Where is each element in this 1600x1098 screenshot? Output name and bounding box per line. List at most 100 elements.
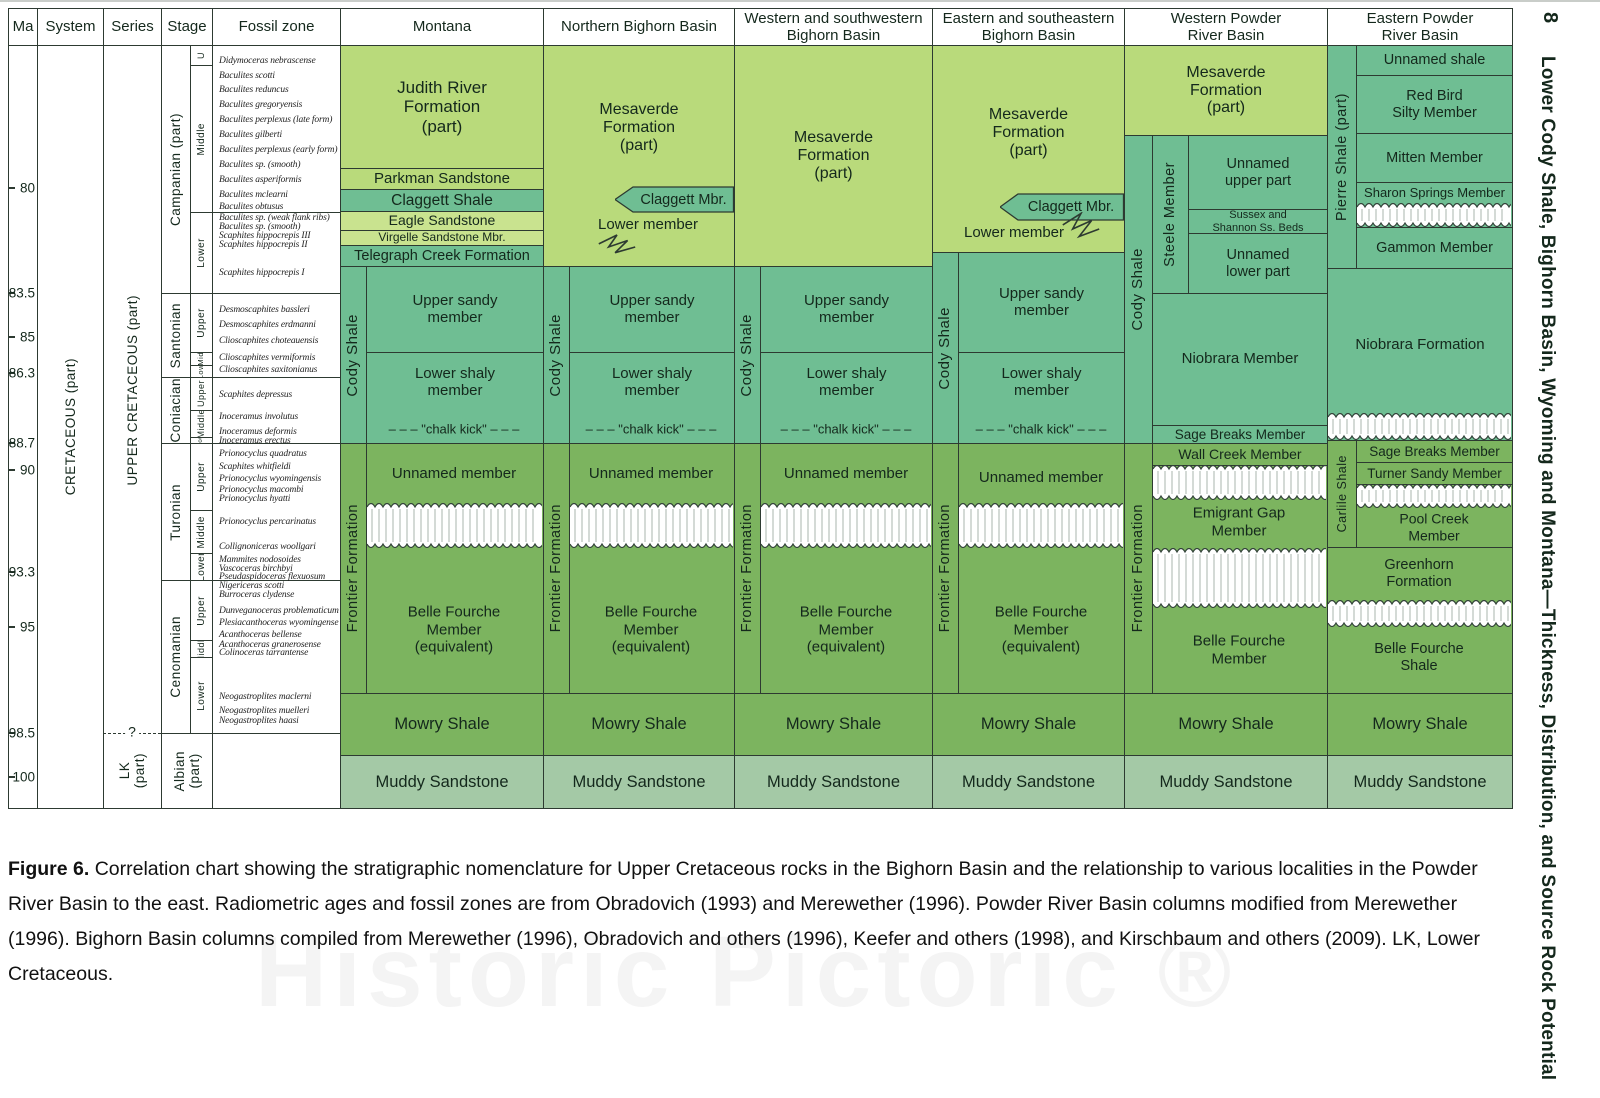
strat-cell-label: Unnamed lower part — [1226, 247, 1290, 280]
ma-column — [8, 45, 38, 809]
substage: Upper — [190, 443, 213, 511]
strat-cell-label: Unnamed shale — [1383, 52, 1486, 69]
strat-cell-label: Mowry Shale — [394, 715, 490, 734]
strat-cell — [366, 443, 544, 694]
ma-tick — [8, 469, 15, 471]
strat-cell-label: LK (part) — [117, 752, 148, 789]
strat-cell-label: Upper sandy member — [998, 284, 1085, 319]
strat-cell-label: Turonian — [168, 483, 184, 541]
strat-cell: Sussex and Shannon Ss. Beds — [1188, 209, 1328, 234]
strat-cell: Wall Creek Member — [1152, 443, 1328, 466]
substage: Middle — [190, 510, 213, 554]
strat-cell-label: Parkman Sandstone — [374, 169, 510, 187]
substage: U — [190, 45, 213, 66]
strat-cell: Steele Member — [1152, 135, 1189, 294]
system-cretaceous: CRETACEOUS (part) — [37, 45, 104, 809]
fossil-zone-name: Pseudaspidoceras flexuosum — [219, 572, 326, 582]
strat-cell-label: Santonian — [168, 302, 184, 369]
uncertain-boundary-question-mark: ? — [125, 723, 139, 740]
strat-cell-label: – – – "chalk kick" – – – — [780, 421, 912, 437]
fossil-zone-name: Baculites scotti — [219, 71, 275, 81]
strat-cell-label: Middle — [196, 410, 207, 438]
fossil-zone-column — [212, 45, 341, 809]
strat-cell-label: Lower shaly member — [1001, 365, 1082, 399]
watermark: Historic Pictoric ® — [255, 916, 1238, 1028]
strat-cell: Upper sandy member — [569, 266, 735, 353]
series-upper-cretaceous: UPPER CRETACEOUS (part) — [103, 45, 162, 734]
substage: Upper — [190, 293, 213, 353]
strat-cell-label: Unnamed member — [588, 465, 714, 483]
substage: Middle — [190, 65, 213, 213]
zigzag-contact-icon — [1062, 211, 1100, 246]
strat-cell-label: Belle Fourche Shale — [1374, 640, 1464, 674]
column-header-label: Eastern and southeastern Bighorn Basin — [942, 9, 1115, 44]
fossil-zone-name: Inoceramus erectus — [219, 436, 291, 446]
strat-cell-label: Muddy Sandstone — [375, 772, 509, 791]
column-header-label: Eastern Powder River Basin — [1366, 9, 1474, 44]
fossil-zone-name: Inoceramus involutus — [219, 412, 299, 422]
fossil-zone-name: Nigericeras scotti — [219, 581, 285, 591]
strat-cell-label: Albian (part) — [171, 750, 202, 792]
strat-cell: Pierre Shale (part) — [1327, 45, 1357, 269]
strat-cell: Mesaverde Formation (part) — [1124, 45, 1328, 136]
strat-cell-label: Belle Fourche Member (equivalent) — [604, 603, 698, 656]
strat-cell: Eagle Sandstone — [340, 211, 544, 231]
strat-cell-label: – – – "chalk kick" – – – — [975, 421, 1107, 437]
strat-cell-label: Red Bird Silty Member — [1392, 88, 1477, 121]
strat-cell-label: Eagle Sandstone — [388, 212, 496, 229]
strat-cell: Unnamed upper part — [1188, 135, 1328, 210]
strat-cell: Sharon Springs Member — [1356, 182, 1513, 228]
strat-cell: Mowry Shale — [932, 693, 1125, 756]
strat-cell: Mesaverde Formation (part) — [543, 45, 735, 267]
strat-cell: Frontier Formation — [1124, 443, 1153, 694]
strat-cell: Muddy Sandstone — [1124, 755, 1328, 809]
fossil-zone-name: Didymoceras nebrascense — [219, 56, 316, 66]
stage-santonian: Santonian — [161, 293, 191, 378]
column-header: Ma — [8, 8, 38, 46]
strat-cell-label: Mowry Shale — [591, 715, 687, 734]
ma-tick-label: 90 — [19, 462, 35, 478]
stage-campanian: Campanian (part) — [161, 45, 191, 294]
fossil-zone-separator — [212, 580, 341, 582]
strat-cell-label: Upper — [195, 595, 207, 626]
fossil-zone-name: Desmoscaphites erdmanni — [219, 320, 316, 330]
column-header-label: Fossil zone — [238, 18, 315, 36]
strat-cell: Telegraph Creek Formation — [340, 245, 544, 267]
ma-tick — [8, 442, 15, 444]
strat-cell-label: Unnamed member — [978, 469, 1104, 487]
fossil-zone-name: Baculites gregoryensis — [219, 100, 303, 110]
strat-cell-label: Lower — [195, 680, 207, 711]
ma-tick — [8, 776, 15, 778]
strat-cell-label: – – – "chalk kick" – – – — [585, 421, 717, 437]
strat-cell: Mowry Shale — [734, 693, 933, 756]
strat-cell: Mesaverde Formation (part) — [734, 45, 933, 267]
strat-cell — [569, 443, 735, 694]
strat-cell-label: Steele Member — [1162, 162, 1179, 267]
strat-cell-label: Unnamed member — [783, 465, 909, 483]
strat-cell-label: Mid — [196, 352, 206, 366]
strat-cell: Frontier Formation — [340, 443, 367, 694]
ma-tick-label: 93.3 — [8, 564, 35, 580]
strat-cell: Muddy Sandstone — [1327, 755, 1513, 809]
strat-cell-label: UPPER CRETACEOUS (part) — [124, 294, 140, 486]
ma-tick-label: 80 — [19, 180, 35, 196]
fossil-zone-name: Baculites sp. (smooth) — [219, 222, 301, 232]
fossil-zone-name: Clioscaphites saxitonianus — [219, 365, 318, 375]
ma-tick — [8, 372, 15, 374]
strat-cell — [760, 443, 933, 694]
column-header-label: Ma — [12, 18, 34, 36]
strat-cell-label: Unnamed upper part — [1224, 156, 1292, 189]
ma-tick-label: 85 — [19, 329, 35, 345]
strat-cell: Parkman Sandstone — [340, 168, 544, 190]
strat-cell: Sage Breaks Member — [1152, 425, 1328, 444]
strat-cell-label: Lower — [195, 553, 207, 581]
fossil-zone-name: Plesiacanthoceras wyomingense — [219, 618, 339, 628]
strat-cell-label: Cody Shale — [738, 313, 756, 397]
strat-cell-label: Sussex and Shannon Ss. Beds — [1212, 209, 1304, 234]
strat-cell: Muddy Sandstone — [340, 755, 544, 809]
strat-cell: Carlile Shale — [1327, 440, 1357, 548]
fossil-zone-name: Baculites sp. (weak flank ribs) — [219, 213, 330, 223]
page-number: 8 — [1539, 12, 1561, 24]
fossil-zone-name: Scaphites hippocrepis III — [219, 231, 311, 241]
fossil-zone-name: Prionocyclus wyomingensis — [219, 474, 322, 484]
